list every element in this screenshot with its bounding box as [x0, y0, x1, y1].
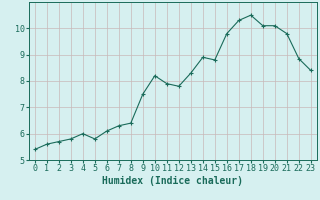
X-axis label: Humidex (Indice chaleur): Humidex (Indice chaleur) — [102, 176, 243, 186]
